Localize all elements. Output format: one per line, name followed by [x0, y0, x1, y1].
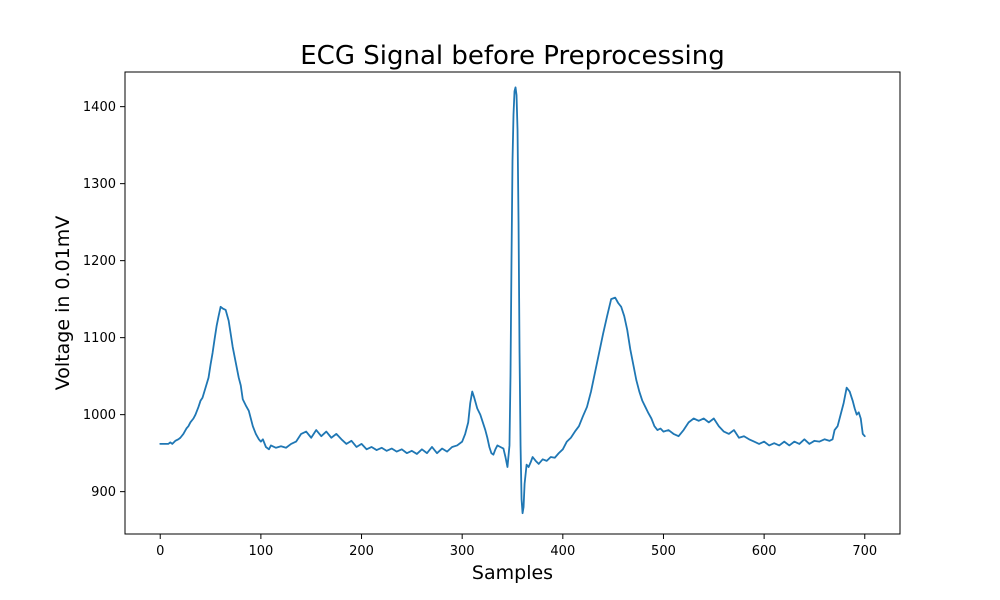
ecg-signal-line — [159, 86, 866, 515]
x-tick-label: 400 — [550, 544, 575, 559]
x-axis: 0 100 200 300 400 500 600 700 — [156, 534, 877, 559]
x-tick-label: 300 — [450, 544, 475, 559]
x-tick-label: 200 — [349, 544, 374, 559]
x-tick-label: 500 — [651, 544, 676, 559]
x-tick-label: 600 — [752, 544, 777, 559]
y-tick-label: 1200 — [83, 254, 116, 269]
y-tick-label: 1400 — [83, 100, 116, 115]
x-tick-label: 0 — [156, 544, 164, 559]
x-tick-label: 100 — [248, 544, 273, 559]
chart-title: ECG Signal before Preprocessing — [300, 41, 725, 71]
x-axis-label: Samples — [472, 562, 553, 584]
y-tick-label: 1000 — [83, 408, 116, 423]
y-axis-label: Voltage in 0.01mV — [52, 216, 74, 390]
y-tick-label: 900 — [91, 485, 116, 500]
plot-frame — [124, 71, 901, 535]
y-tick-label: 1100 — [83, 331, 116, 346]
y-axis: 900 1000 1100 1200 1300 1400 — [83, 100, 125, 500]
y-tick-label: 1300 — [83, 177, 116, 192]
x-tick-label: 700 — [852, 544, 877, 559]
